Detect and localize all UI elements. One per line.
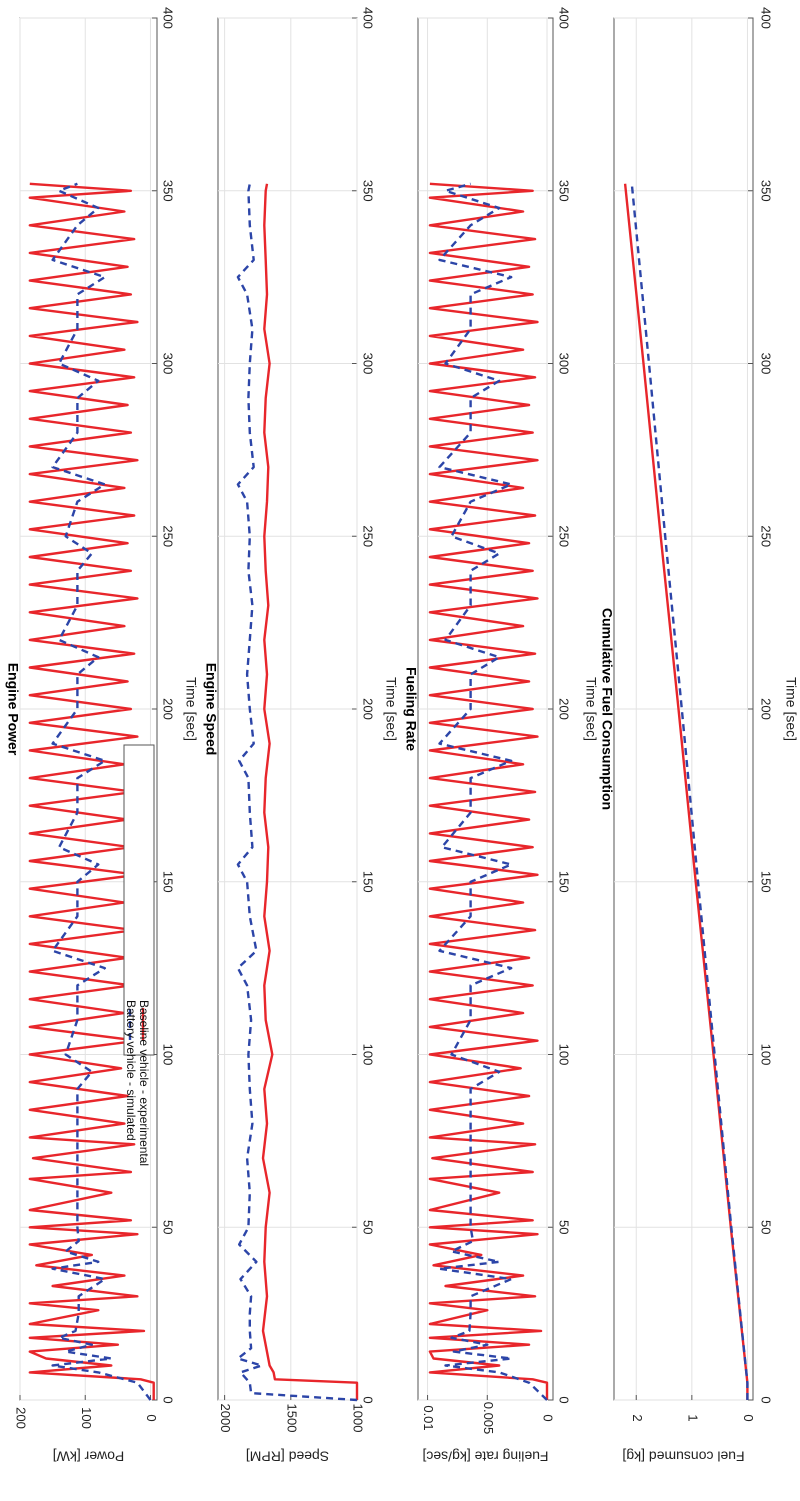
x-tick-label: 400 — [759, 7, 774, 29]
y-tick-label: 1500 — [284, 1404, 299, 1433]
x-tick-label: 100 — [361, 1044, 376, 1066]
x-tick-label: 300 — [759, 353, 774, 375]
legend-label: Battery vehicle - simulated — [124, 1000, 138, 1141]
x-tick-label: 50 — [161, 1220, 176, 1234]
y-tick-label: 0 — [144, 1414, 159, 1421]
x-tick-label: 400 — [161, 7, 176, 29]
x-tick-label: 50 — [759, 1220, 774, 1234]
x-tick-label: 100 — [557, 1044, 572, 1066]
x-tick-label: 150 — [759, 871, 774, 893]
y-tick-label: 100 — [79, 1407, 94, 1429]
x-tick-label: 150 — [161, 871, 176, 893]
chart-title: Cumulative Fuel Consumption — [599, 608, 615, 810]
x-axis-label: Time [sec] — [383, 677, 399, 741]
x-axis-label: Time [sec] — [183, 677, 199, 741]
x-tick-label: 300 — [557, 353, 572, 375]
x-tick-label: 150 — [361, 871, 376, 893]
x-axis-label: Time [sec] — [783, 677, 799, 741]
y-tick-label: 0.01 — [421, 1405, 436, 1430]
x-tick-label: 0 — [361, 1396, 376, 1403]
subplot-2: 0 50 100 150 200 250 300 350 400 1000 1500 2000 Time… — [203, 7, 399, 1464]
y-axis-label: Power [kW] — [53, 1448, 125, 1464]
series-line-baseline — [428, 182, 549, 1400]
x-tick-label: 350 — [161, 180, 176, 202]
x-tick-label: 50 — [557, 1220, 572, 1234]
series-line-battery — [630, 183, 749, 1400]
x-tick-label: 200 — [759, 698, 774, 720]
series-line-baseline — [623, 183, 749, 1400]
x-tick-label: 0 — [759, 1396, 774, 1403]
series-line-battery — [51, 182, 152, 1401]
x-tick-label: 100 — [161, 1044, 176, 1066]
x-tick-label: 0 — [557, 1396, 572, 1403]
series-line-baseline — [261, 183, 359, 1400]
x-tick-label: 200 — [361, 698, 376, 720]
x-axis-label: Time [sec] — [583, 677, 599, 741]
y-tick-label: 1 — [685, 1414, 700, 1421]
x-tick-label: 0 — [161, 1396, 176, 1403]
y-axis-label: Fueling rate [kg/sec] — [422, 1448, 548, 1464]
y-tick-label: 0.005 — [481, 1402, 496, 1435]
x-tick-label: 250 — [361, 525, 376, 547]
subplot-3: 0 50 100 150 200 250 300 350 400 0 0.005 0.01 Time [… — [403, 7, 599, 1464]
y-tick-label: 2000 — [218, 1404, 233, 1433]
series-line-battery — [438, 182, 548, 1401]
x-tick-label: 400 — [557, 7, 572, 29]
x-tick-label: 50 — [361, 1220, 376, 1234]
x-tick-label: 350 — [557, 180, 572, 202]
x-tick-label: 200 — [161, 698, 176, 720]
x-tick-label: 400 — [361, 7, 376, 29]
x-tick-label: 250 — [557, 525, 572, 547]
chart-title: Engine Speed — [203, 663, 219, 756]
y-axis-label: Speed [RPM] — [246, 1448, 329, 1464]
y-tick-label: 2 — [630, 1414, 645, 1421]
x-tick-label: 250 — [759, 525, 774, 547]
x-tick-label: 200 — [557, 698, 572, 720]
y-tick-label: 0 — [741, 1414, 756, 1421]
y-tick-label: 200 — [14, 1407, 29, 1429]
chart-title: Engine Power — [5, 663, 21, 756]
subplot-4: 0 50 100 150 200 250 300 350 400 0 1 2 Time [sec] Fue… — [599, 7, 799, 1464]
x-tick-label: 150 — [557, 871, 572, 893]
legend-box — [123, 744, 155, 1056]
chart-title: Fueling Rate — [403, 667, 419, 751]
y-axis-label: Fuel consumed [kg] — [622, 1448, 744, 1464]
y-tick-label: 0 — [541, 1414, 556, 1421]
x-tick-label: 300 — [161, 353, 176, 375]
series-line-battery — [236, 183, 358, 1402]
x-tick-label: 250 — [161, 525, 176, 547]
x-tick-label: 350 — [759, 180, 774, 202]
subplot-1: 0 50 100 150 200 250 300 350 400 0 100 200 Time [sec… — [5, 7, 199, 1464]
legend-label: Baseline vehicle - experimental — [137, 1000, 151, 1166]
x-tick-label: 100 — [759, 1044, 774, 1066]
y-tick-label: 1000 — [351, 1404, 366, 1433]
x-tick-label: 350 — [361, 180, 376, 202]
x-tick-label: 300 — [361, 353, 376, 375]
